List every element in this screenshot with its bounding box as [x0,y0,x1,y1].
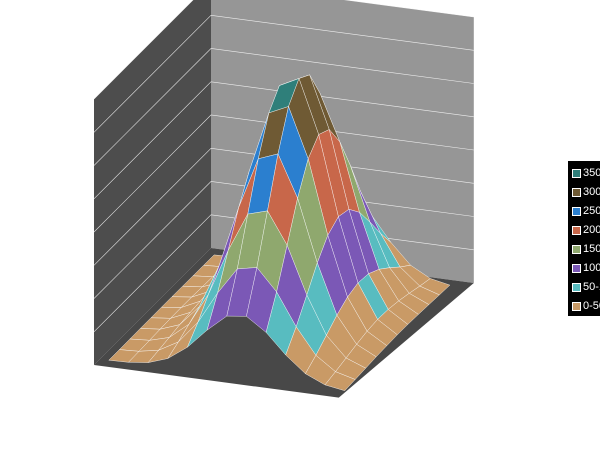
legend-label: 200-250 [583,224,600,236]
legend-swatch [572,263,581,273]
legend-item: 300-350 [572,183,600,201]
left-wall [94,0,211,365]
legend-item: 150-200 [572,240,600,258]
legend-item: 0-50 [572,297,600,315]
legend-swatch [572,282,581,292]
legend-item: 100-150 [572,259,600,277]
legend-item: 50-100 [572,278,600,296]
legend-label: 50-100 [583,281,600,293]
legend-label: 100-150 [583,262,600,274]
gridline [93,147,474,266]
gridline [93,48,474,166]
legend-swatch [572,187,581,197]
legend-item: 200-250 [572,221,600,239]
chart-legend: 350-400 300-350 250-300 200-250 150-200 100-1… [568,161,600,316]
legend-swatch [572,301,581,311]
gridline [93,0,474,100]
legend-label: 0-50 [583,300,600,312]
gridline [93,81,474,200]
legend-swatch [572,206,581,216]
gridline [93,14,474,133]
legend-swatch [572,244,581,254]
legend-item: 250-300 [572,202,600,220]
legend-label: 150-200 [583,243,600,255]
legend-label: 350-400 [583,167,600,179]
gridline [93,114,474,233]
legend-label: 250-300 [583,205,600,217]
gridline [93,181,474,299]
legend-label: 300-350 [583,186,600,198]
legend-item: 350-400 [572,164,600,182]
legend-swatch [572,225,581,235]
surface-patch [324,371,356,391]
legend-swatch [572,168,581,178]
